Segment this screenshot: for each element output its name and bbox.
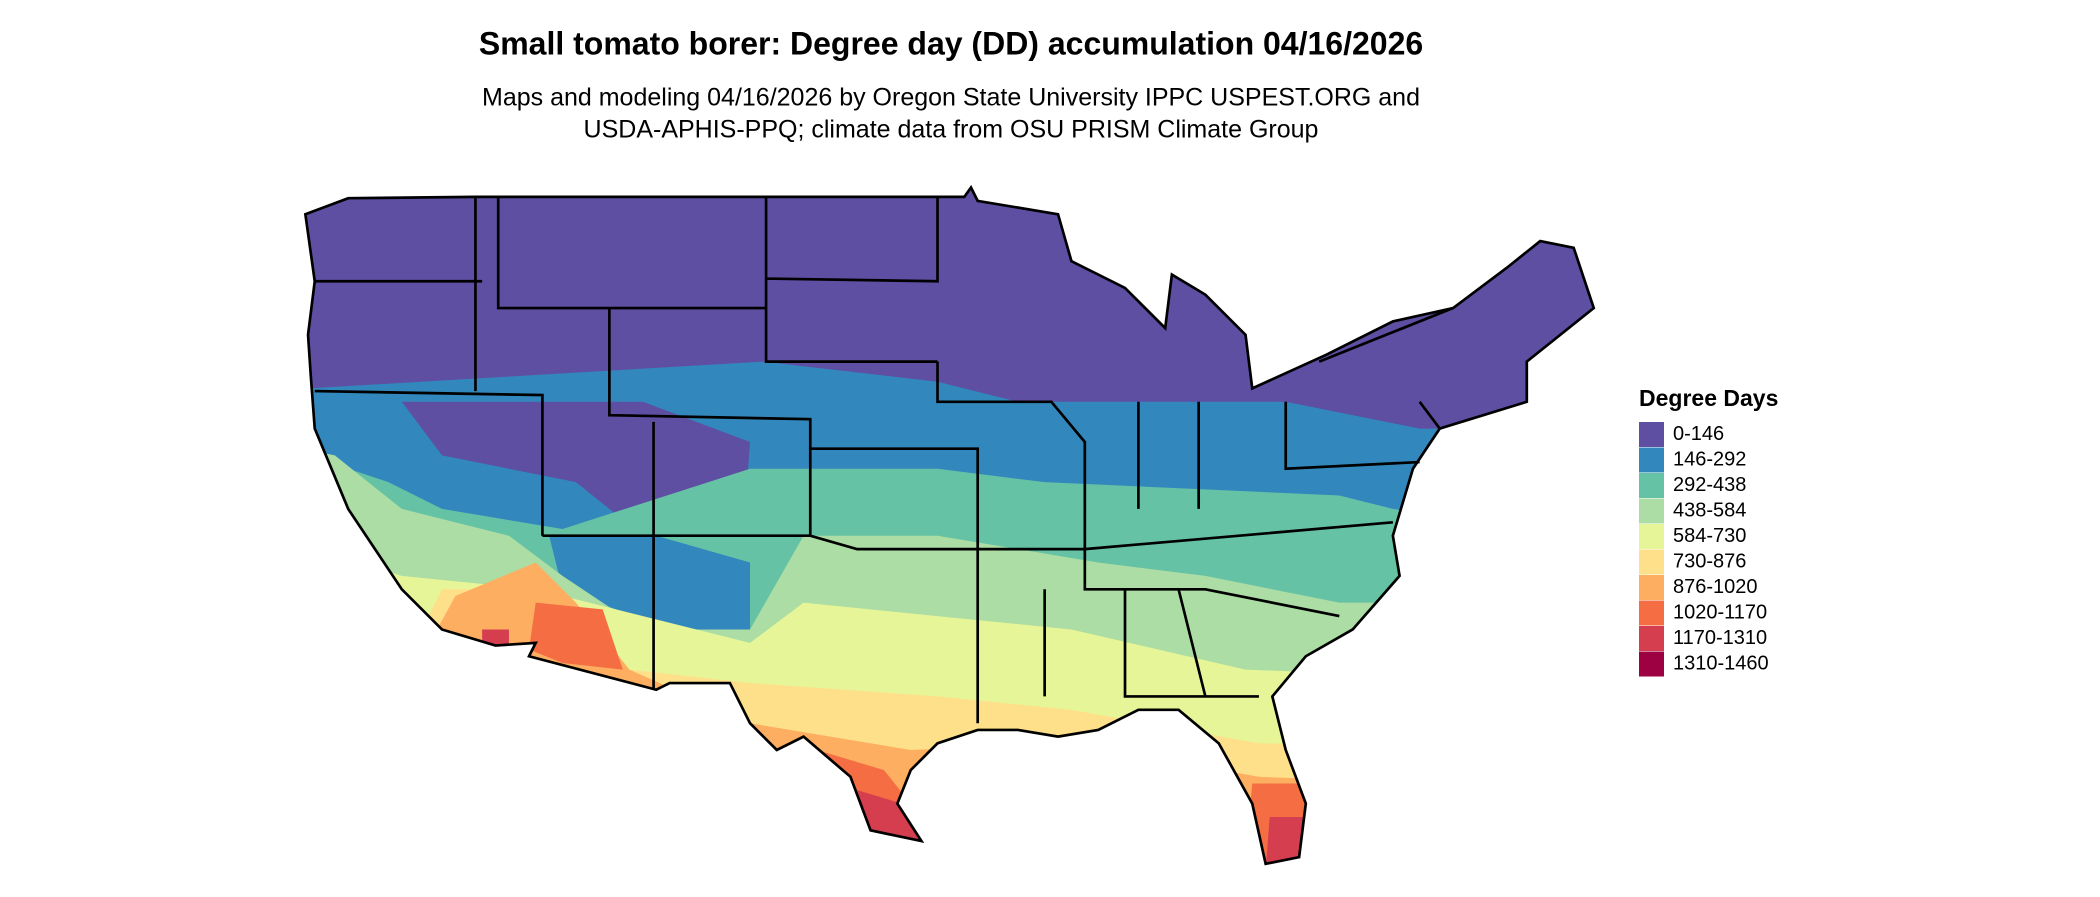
map-title: Small tomato borer: Degree day (DD) accu… (479, 25, 1423, 61)
state-lines (314, 196, 1454, 724)
legend-swatch (1639, 626, 1664, 651)
legend-swatch (1639, 600, 1664, 626)
legend-label: 1020-1170 (1673, 601, 1767, 623)
legend-swatch (1639, 473, 1664, 498)
legend-swatch (1639, 524, 1664, 549)
legend-swatch (1639, 575, 1664, 600)
legend-label: 1170-1310 (1673, 627, 1767, 649)
dd-zone (549, 535, 751, 657)
legend-label: 730-876 (1673, 550, 1746, 572)
legend-label: 876-1020 (1673, 576, 1758, 598)
legend-label: 584-730 (1673, 525, 1746, 547)
national-border (303, 184, 1596, 866)
legend-swatch (1639, 498, 1664, 524)
map-subtitle: Maps and modeling 04/16/2026 by Oregon S… (482, 84, 1420, 112)
legend-swatch (1639, 549, 1664, 575)
legend-label: 1310-1460 (1673, 652, 1769, 674)
legend-label: 0-146 (1673, 423, 1724, 445)
state-borders (303, 184, 1596, 866)
legend-label: 146-292 (1673, 448, 1746, 470)
legend-swatch (1639, 651, 1664, 677)
legend-label: 438-584 (1673, 499, 1746, 521)
legend: Degree Days 0-146 146-292 292-438 438-584 58… (1639, 385, 1778, 677)
legend-swatch (1639, 447, 1664, 473)
map-subtitle: USDA-APHIS-PPQ; climate data from OSU PR… (584, 116, 1319, 144)
legend-title: Degree Days (1639, 385, 1778, 411)
dd-zone (529, 602, 623, 670)
legend-label: 292-438 (1673, 474, 1746, 496)
legend-swatch (1639, 422, 1664, 447)
